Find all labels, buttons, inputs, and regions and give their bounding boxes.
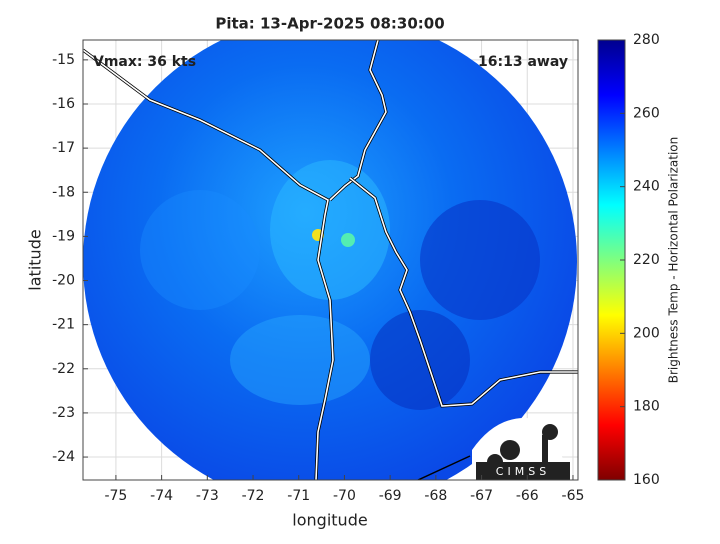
logo-text: CIMSS <box>496 465 550 478</box>
x-tick-label: -74 <box>150 488 173 504</box>
colorbar-tick-label: 200 <box>633 325 660 341</box>
x-tick-label: -68 <box>424 488 447 504</box>
y-tick-label: -15 <box>52 52 75 68</box>
colorbar-tick-label: 180 <box>633 399 660 415</box>
annotation: 16:13 away <box>478 54 568 70</box>
chart-title: Pita: 13-Apr-2025 08:30:00 <box>215 15 444 33</box>
y-tick-label: -23 <box>52 405 75 421</box>
x-tick-label: -75 <box>104 488 127 504</box>
x-tick-label: -66 <box>516 488 539 504</box>
colorbar-tick-label: 280 <box>633 32 660 48</box>
y-tick-label: -24 <box>52 449 75 465</box>
y-tick-label: -19 <box>52 228 75 244</box>
colorbar-label: Brightness Temp - Horizontal Polarizatio… <box>667 137 681 384</box>
y-axis-label: latitude <box>26 229 45 290</box>
y-tick-label: -17 <box>52 140 75 156</box>
x-tick-label: -69 <box>379 488 402 504</box>
y-tick-label: -16 <box>52 96 75 112</box>
x-tick-label: -73 <box>196 488 219 504</box>
colorbar-tick-label: 160 <box>633 472 660 488</box>
colorbar-tick-label: 260 <box>633 105 660 121</box>
y-tick-label: -20 <box>52 273 75 289</box>
logo: CIMSS <box>472 418 570 480</box>
x-tick-label: -70 <box>333 488 356 504</box>
x-tick-label: -71 <box>287 488 310 504</box>
annotation: Vmax: 36 kts <box>93 54 196 70</box>
x-tick-label: -67 <box>470 488 493 504</box>
y-tick-label: -21 <box>52 317 75 333</box>
colorbar-tick-label: 240 <box>633 179 660 195</box>
y-tick-label: -22 <box>52 361 75 377</box>
satellite-image <box>83 40 578 480</box>
x-tick-label: -65 <box>562 488 585 504</box>
y-tick-label: -18 <box>52 184 75 200</box>
x-axis-label: longitude <box>292 511 367 530</box>
colorbar-tick-label: 220 <box>633 252 660 268</box>
x-tick-label: -72 <box>242 488 265 504</box>
plot-frame <box>82 39 579 481</box>
